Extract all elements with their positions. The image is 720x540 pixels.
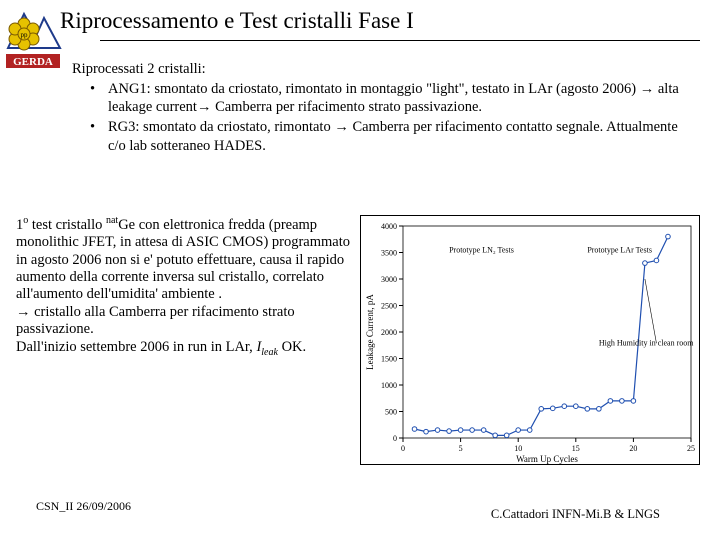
svg-text:4000: 4000: [381, 222, 397, 231]
svg-text:20: 20: [629, 444, 637, 453]
svg-text:Prototype LN₂ Tests: Prototype LN₂ Tests: [449, 246, 514, 255]
gerda-label: GERDA: [13, 56, 53, 68]
svg-text:25: 25: [687, 444, 695, 453]
gerda-logo: pp GERDA: [4, 4, 96, 76]
svg-text:Warm Up Cycles: Warm Up Cycles: [516, 454, 578, 464]
svg-text:10: 10: [514, 444, 522, 453]
leakage-chart: 0 500 1000 1500 2000 2500 3000 3500 4000 0 5 10 15 20…: [360, 215, 700, 465]
title-underline: [100, 40, 700, 41]
footer-left: CSN_II 26/09/2006: [36, 499, 131, 514]
page-title: Riprocessamento e Test cristalli Fase I: [60, 8, 414, 36]
svg-text:Prototype LAr Tests: Prototype LAr Tests: [587, 246, 652, 255]
bullet-item-1: ANG1: smontato da criostato, rimontato i…: [90, 80, 690, 116]
bullet-intro: Riprocessati 2 cristalli:: [72, 60, 690, 78]
svg-text:1500: 1500: [381, 355, 397, 364]
svg-text:Leakage Current, pA: Leakage Current, pA: [365, 294, 375, 370]
svg-text:500: 500: [385, 408, 397, 417]
svg-text:2000: 2000: [381, 328, 397, 337]
svg-text:5: 5: [459, 444, 463, 453]
svg-text:0: 0: [393, 434, 397, 443]
svg-text:15: 15: [572, 444, 580, 453]
svg-text:1000: 1000: [381, 381, 397, 390]
svg-text:0: 0: [401, 444, 405, 453]
bullet-list: Riprocessati 2 cristalli: ANG1: smontato…: [72, 60, 690, 155]
svg-text:3000: 3000: [381, 275, 397, 284]
footer-right: C.Cattadori INFN-Mi.B & LNGS: [491, 507, 660, 522]
svg-text:High Humidity in clean room: High Humidity in clean room: [599, 338, 694, 347]
bullet-item-2: RG3: smontato da criostato, rimontato → …: [90, 118, 690, 154]
svg-text:pp: pp: [21, 31, 29, 39]
svg-text:2500: 2500: [381, 302, 397, 311]
svg-text:3500: 3500: [381, 249, 397, 258]
paragraph-block: 1o test cristallo natGe con elettronica …: [16, 215, 356, 358]
